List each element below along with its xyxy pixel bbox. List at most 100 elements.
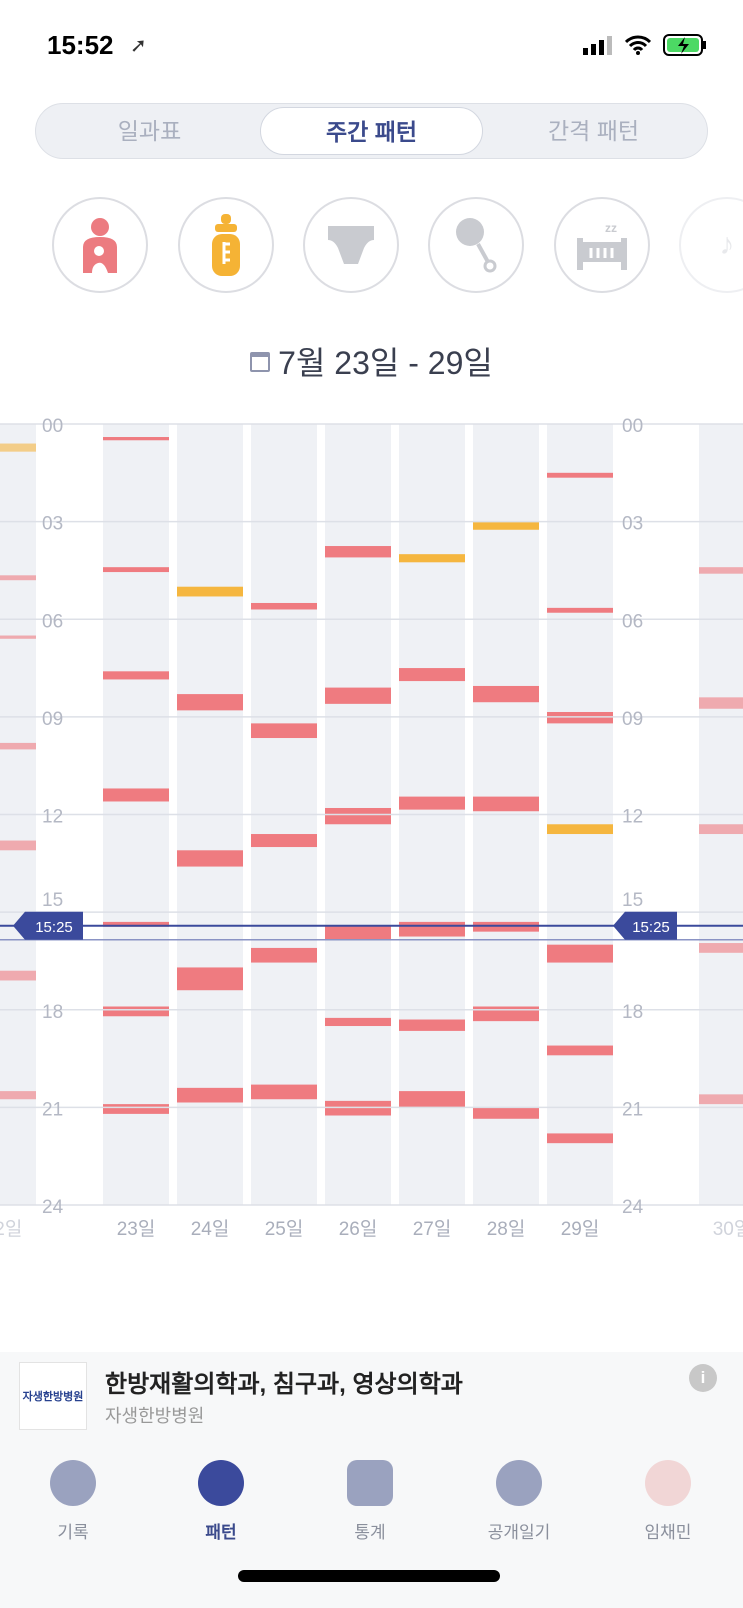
rattle-icon [456,218,497,273]
event-bar-breastfeeding [473,685,539,703]
y-tick-right: 24 [622,1197,644,1218]
y-tick-right: 00 [622,416,643,437]
x-tick-label: 24일 [191,1218,230,1240]
event-bar-breastfeeding [325,925,391,940]
event-bar-breastfeeding [0,742,36,750]
y-tick-right: 03 [622,514,643,535]
event-bar-breastfeeding [547,1133,613,1144]
event-bar-breastfeeding [103,437,169,441]
event-bar-breastfeeding [399,921,465,937]
signal-icon [583,36,612,55]
wifi-icon [625,35,651,55]
more-icon: ♪ [719,228,735,261]
tab-profile[interactable]: 임채민 [608,1460,728,1543]
event-bar-breastfeeding [177,850,243,867]
diaper-icon [328,226,374,264]
current-time-marker-right [613,911,677,940]
event-bar-breastfeeding [0,575,36,581]
event-bar-breastfeeding [0,1091,36,1100]
filter-breastfeeding[interactable] [52,197,148,293]
y-tick-left: 00 [42,416,63,437]
tab-interval-pattern[interactable]: 간격 패턴 [547,118,640,144]
tab-weekly-pattern[interactable]: 주간 패턴 [260,107,483,155]
battery-charging-icon [663,34,706,56]
event-bar-breastfeeding [177,1087,243,1103]
tab-label: 통계 [354,1523,386,1542]
bottle-icon [212,214,240,276]
tab-label: 기록 [57,1523,89,1542]
x-tick-label: 29일 [561,1218,600,1240]
tab-schedule[interactable]: 일과표 [117,118,182,144]
crib-sleep-icon: zz [577,221,627,270]
event-bar-breastfeeding [547,1045,613,1056]
y-tick-left: 18 [42,1002,63,1023]
event-bar-breastfeeding [103,671,169,680]
calendar-icon [250,352,271,372]
filter-more[interactable]: ♪ [679,197,743,293]
weekly-pattern-chart: 00 00 03 03 06 06 09 09 12 12 15 15 18 18 21 21 24 24 22일 3… [0,416,743,1240]
tab-pattern[interactable]: 패턴 [161,1460,281,1543]
y-tick-right: 15 [622,890,643,911]
y-tick-left: 21 [42,1099,63,1120]
tab-public-diary[interactable]: 공개일기 [459,1460,579,1543]
event-bar-breastfeeding [0,970,36,981]
event-bar-breastfeeding [547,944,613,963]
event-bar-breastfeeding [103,1104,169,1114]
y-tick-right: 06 [622,611,643,632]
event-bar-breastfeeding [103,921,169,927]
x-tick-label: 25일 [265,1218,304,1240]
event-bar-breastfeeding [699,824,743,835]
home-indicator [238,1570,500,1582]
y-tick-left: 12 [42,807,63,828]
tab-record[interactable]: 기록 [13,1460,133,1543]
filter-play[interactable] [428,197,524,293]
event-bar-bottle [473,521,539,530]
ad-subtitle: 자생한방병원 [105,1406,205,1426]
stats-icon [347,1460,393,1506]
event-bar-bottle [177,586,243,597]
event-bar-breastfeeding [0,840,36,851]
event-bar-breastfeeding [399,796,465,810]
event-bar-breastfeeding [473,796,539,812]
location-arrow-icon: ➚ [130,35,147,57]
event-bar-breastfeeding [251,723,317,739]
event-bar-breastfeeding [103,788,169,802]
x-tick-label: 26일 [339,1218,378,1240]
y-tick-right: 09 [622,709,643,730]
event-bar-bottle [547,824,613,835]
view-segmented-control: 일과표 주간 패턴 간격 패턴 [35,103,708,159]
event-bar-breastfeeding [399,668,465,682]
date-range: 7월 23일 - 29일 [278,345,493,381]
alarm-clock-icon [50,1460,96,1506]
filter-sleep[interactable]: zz [554,197,650,293]
tab-label: 공개일기 [487,1523,551,1542]
pattern-icon [198,1460,244,1506]
ad-title: 한방재활의학과, 침구과, 영상의학과 [105,1371,463,1398]
tab-stats[interactable]: 통계 [310,1460,430,1543]
event-bar-breastfeeding [699,567,743,574]
ad-banner[interactable]: 자생한방병원 한방재활의학과, 침구과, 영상의학과 자생한방병원 i [0,1352,743,1448]
event-bar-breastfeeding [699,697,743,709]
event-bar-breastfeeding [699,943,743,953]
avatar [645,1460,691,1506]
event-bar-breastfeeding [177,967,243,991]
clock: 15:52 [47,30,114,60]
y-tick-left: 15 [42,890,63,911]
category-filter-row: zz ♪ [0,197,743,293]
event-bar-breastfeeding [251,834,317,848]
filter-bottle[interactable] [178,197,274,293]
filter-diaper[interactable] [303,197,399,293]
x-tick-label: 28일 [487,1218,526,1240]
info-icon[interactable]: i [689,1364,717,1392]
event-bar-breastfeeding [473,1006,539,1022]
event-bar-bottle [399,554,465,563]
event-bar-breastfeeding [325,546,391,558]
date-range-header[interactable]: 7월 23일 - 29일 [0,338,743,384]
event-bar-breastfeeding [325,1017,391,1027]
current-time-marker-left [13,911,83,940]
ad-logo: 자생한방병원 [19,1362,87,1430]
x-tick-label: 30일 [713,1218,743,1240]
ad-logo-text: 자생한방병원 [22,1391,84,1403]
event-bar-breastfeeding [103,1006,169,1017]
event-bar-breastfeeding [547,472,613,478]
